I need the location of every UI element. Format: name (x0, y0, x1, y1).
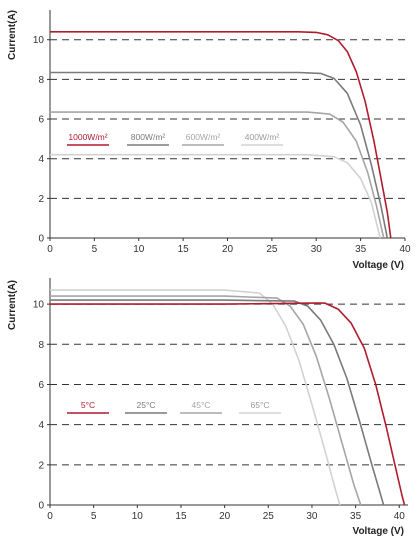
series-line (50, 289, 341, 506)
y-tick-label: 8 (38, 75, 44, 86)
series-line (50, 31, 392, 239)
series-line (50, 153, 381, 239)
y-tick-label: 4 (38, 420, 44, 431)
legend-label: 45°C (192, 400, 211, 410)
x-tick-label: 15 (178, 244, 190, 255)
series-line (50, 71, 389, 239)
legend-label: 600W/m² (186, 132, 221, 142)
x-tick-label: 0 (47, 244, 53, 255)
series-line (50, 295, 362, 506)
legend-label: 400W/m² (245, 132, 280, 142)
y-axis-label: Current(A) (7, 10, 18, 60)
series-line (50, 302, 406, 506)
chart-1: 0 2 4 6 8 10 0 5 10 15 20 25 30 35 40 Current(A) Voltage… (7, 10, 411, 271)
y-tick-label: 10 (33, 35, 45, 46)
x-tick-label: 5 (91, 511, 97, 522)
y-tick-label: 2 (38, 460, 44, 471)
x-tick-label: 25 (266, 244, 278, 255)
x-tick-label: 30 (306, 511, 318, 522)
y-tick-label: 4 (38, 154, 44, 165)
y-tick-label: 6 (38, 115, 44, 126)
y-tick-label: 0 (38, 234, 44, 245)
x-tick-label: 35 (350, 511, 362, 522)
legend-label: 65°C (251, 400, 270, 410)
chart-2: 0 2 4 6 8 10 0 5 10 15 20 25 30 35 40 Current(A) Voltage… (7, 278, 408, 537)
x-tick-label: 10 (133, 244, 145, 255)
legend-label: 5°C (81, 400, 95, 410)
legend-label: 1000W/m² (68, 132, 107, 142)
y-tick-label: 0 (38, 501, 44, 512)
x-tick-label: 5 (92, 244, 98, 255)
y-tick-label: 10 (33, 300, 45, 311)
x-tick-label: 10 (132, 511, 144, 522)
y-tick-label: 2 (38, 194, 44, 205)
legend-label: 800W/m² (131, 132, 166, 142)
x-tick-label: 35 (355, 244, 367, 255)
x-tick-label: 20 (219, 511, 231, 522)
x-tick-label: 40 (399, 244, 411, 255)
series-line (50, 299, 385, 506)
x-tick-label: 20 (222, 244, 234, 255)
legend-label: 25°C (137, 400, 156, 410)
y-tick-label: 6 (38, 380, 44, 391)
x-tick-label: 25 (263, 511, 275, 522)
series-line (50, 111, 385, 239)
x-axis-label: Voltage (V) (353, 526, 404, 537)
x-axis-label: Voltage (V) (353, 260, 404, 271)
x-tick-label: 30 (311, 244, 323, 255)
x-tick-label: 0 (47, 511, 53, 522)
y-tick-label: 8 (38, 340, 44, 351)
x-tick-label: 40 (394, 511, 406, 522)
y-axis-label: Current(A) (7, 280, 18, 330)
x-tick-label: 15 (175, 511, 187, 522)
